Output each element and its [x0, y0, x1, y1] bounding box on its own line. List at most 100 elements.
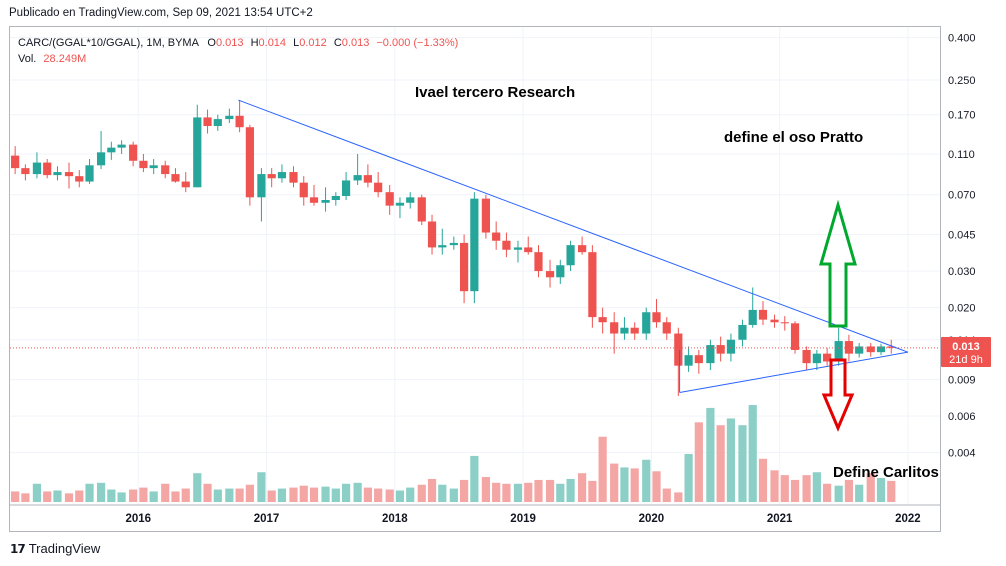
price-tick-label: 0.006 — [948, 411, 976, 423]
candle-body — [790, 323, 800, 350]
volume-bar — [780, 475, 789, 502]
volume-bar — [32, 483, 42, 502]
volume-bar — [245, 484, 254, 502]
volume-bar — [43, 491, 52, 502]
candle-body — [887, 346, 896, 348]
candle-body — [738, 324, 747, 340]
candle-body — [459, 242, 469, 292]
candle-body — [674, 333, 683, 366]
lower-trendline — [679, 351, 909, 393]
price-tick-label: 0.170 — [948, 110, 976, 122]
candle-body — [652, 312, 661, 323]
candle-body — [823, 353, 832, 362]
time-tick-label: 2021 — [767, 513, 793, 525]
annotation-title: Ivael tercero Research — [415, 84, 575, 101]
volume-bar — [470, 455, 479, 502]
price-tick-label: 0.030 — [948, 266, 976, 278]
candle-body — [277, 172, 287, 179]
candle-body — [107, 147, 116, 153]
volume-bar — [545, 479, 555, 502]
candle-body — [213, 119, 222, 127]
volume-bar — [321, 486, 330, 502]
volume-bar — [812, 472, 821, 502]
candle-body — [438, 245, 447, 248]
legend-vol-value: 28.249M — [43, 53, 87, 65]
candle-body — [588, 252, 597, 318]
candle-body — [64, 172, 74, 177]
chart-panel[interactable] — [9, 26, 941, 532]
volume-bar — [289, 487, 298, 502]
candle-body — [374, 182, 383, 193]
volume-bar — [823, 483, 832, 502]
volume-bar — [181, 488, 190, 502]
candle-body — [780, 322, 789, 324]
volume-bar — [277, 488, 287, 502]
candle-body — [855, 346, 864, 354]
volume-bar — [481, 477, 491, 502]
volume-bar — [706, 407, 715, 502]
volume-bar — [385, 489, 394, 502]
candle-body — [449, 242, 458, 246]
volume-bar — [887, 480, 896, 502]
candle-body — [363, 175, 372, 183]
time-tick-label: 2019 — [510, 513, 536, 525]
price-tag-bg — [941, 337, 991, 367]
volume-bar — [556, 483, 565, 502]
legend-o-value: 0.013 — [215, 37, 244, 49]
price-tick-label: 0.009 — [948, 375, 976, 387]
volume-bar — [844, 479, 854, 502]
candle-body — [470, 198, 479, 292]
candle-body — [610, 322, 619, 334]
brand-name: TradingView — [28, 541, 101, 556]
candle-body — [556, 265, 565, 278]
candle-body — [844, 341, 854, 354]
candle-body — [139, 160, 148, 169]
volume-bar — [139, 487, 148, 502]
tradingview-brand[interactable]: 𝟭𝟳 TradingView — [10, 541, 100, 556]
volume-bar — [225, 488, 234, 502]
volume-bar — [96, 482, 106, 502]
candle-body — [203, 117, 212, 127]
volume-bar — [610, 463, 619, 502]
volume-bar — [107, 489, 116, 502]
volume-bar — [502, 483, 511, 502]
candle-body — [53, 172, 62, 176]
legend-h-value: 0.014 — [258, 37, 287, 49]
candle-body — [11, 155, 20, 169]
candle-body — [427, 221, 437, 248]
volume-bar — [341, 483, 351, 502]
candle-body — [21, 168, 30, 175]
legend-c-value: 0.013 — [341, 37, 370, 49]
candle-body — [181, 181, 190, 188]
candle-body — [32, 162, 42, 175]
chart-legend: CARC/(GGAL*10/GGAL), 1M, BYMA O0.013 H0.… — [18, 35, 458, 67]
legend-ohlc-row: CARC/(GGAL*10/GGAL), 1M, BYMA O0.013 H0.… — [18, 35, 458, 51]
candle-body — [235, 115, 244, 128]
candle-body — [257, 174, 266, 198]
volume-bar — [566, 478, 575, 502]
candle-body — [299, 182, 308, 198]
published-caption: Publicado en TradingView.com, Sep 09, 20… — [9, 7, 313, 19]
price-tick-label: 0.020 — [948, 303, 976, 315]
time-axis: 2016 2017 2018 2019 2020 2021 2022 — [10, 504, 940, 525]
candle-body — [161, 165, 170, 175]
legend-l-value: 0.012 — [299, 37, 327, 49]
candle-body — [481, 198, 491, 233]
legend-h-label: H — [250, 37, 259, 49]
candle-body — [578, 245, 587, 253]
candle-body — [802, 349, 811, 364]
candle-body — [513, 247, 523, 250]
candle-body — [770, 319, 779, 323]
volume-bar — [417, 484, 426, 502]
candle-body — [321, 200, 330, 203]
volume-bar — [630, 468, 639, 502]
volume-bar — [331, 488, 340, 502]
volume-bar — [53, 490, 62, 502]
candle-body — [43, 162, 52, 176]
volume-bar — [21, 493, 30, 502]
volume-bar — [855, 484, 864, 502]
volume-bar — [235, 488, 244, 502]
candle-body — [75, 176, 84, 182]
volume-bar — [161, 483, 170, 502]
